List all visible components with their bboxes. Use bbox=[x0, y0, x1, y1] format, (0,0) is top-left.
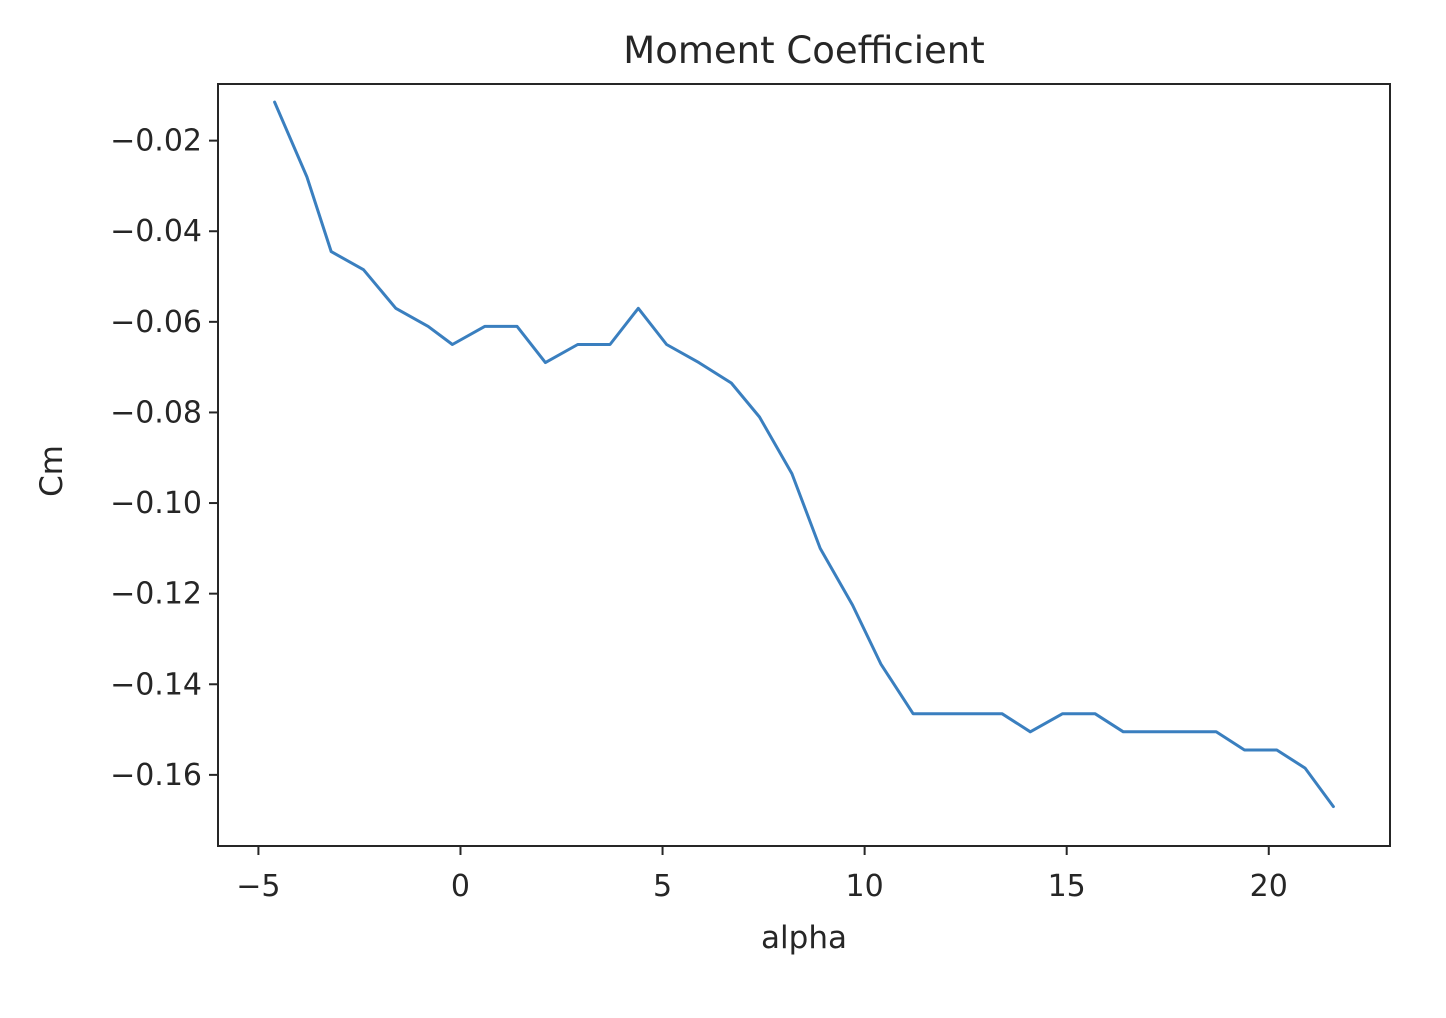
x-axis-label: alpha bbox=[761, 920, 847, 956]
x-tick-label: 15 bbox=[1048, 869, 1086, 904]
x-tick-label: −5 bbox=[236, 869, 280, 904]
plot-area-frame bbox=[217, 83, 1391, 847]
y-axis: −0.02 −0.04 −0.06 −0.08 −0.10 −0.12 −0.14 −0.16 bbox=[110, 124, 218, 793]
x-axis: −5 0 5 10 15 20 bbox=[236, 846, 1288, 904]
y-tick-label: −0.12 bbox=[110, 577, 202, 612]
x-tick-label: 5 bbox=[653, 869, 672, 904]
chart-title: Moment Coefficient bbox=[623, 29, 984, 72]
y-tick-label: −0.10 bbox=[110, 486, 202, 521]
y-tick-label: −0.14 bbox=[110, 667, 202, 702]
y-axis-label: Cm bbox=[34, 445, 70, 497]
y-tick-label: −0.08 bbox=[110, 395, 202, 430]
x-tick-label: 0 bbox=[451, 869, 470, 904]
y-tick-label: −0.04 bbox=[110, 214, 202, 249]
y-tick-label: −0.16 bbox=[110, 758, 202, 793]
x-tick-label: 10 bbox=[846, 869, 884, 904]
cm-series-line bbox=[273, 100, 1335, 809]
y-tick-label: −0.02 bbox=[110, 124, 202, 159]
y-tick-label: −0.06 bbox=[110, 305, 202, 340]
x-tick-label: 20 bbox=[1250, 869, 1288, 904]
